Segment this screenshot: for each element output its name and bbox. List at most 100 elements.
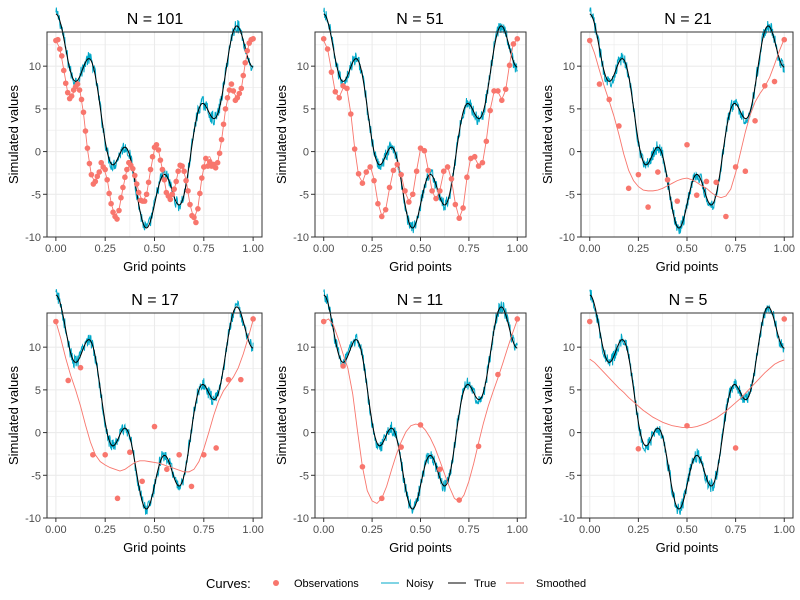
- series-true: [55, 294, 254, 510]
- observation-point: [124, 166, 130, 173]
- observation-point: [771, 78, 778, 85]
- observation-point: [220, 121, 227, 128]
- observation-point: [77, 364, 84, 371]
- observation-point: [238, 85, 245, 92]
- observation-point: [655, 169, 661, 175]
- observation-point: [378, 495, 385, 502]
- observation-point: [151, 423, 158, 430]
- observation-point: [161, 176, 168, 183]
- observation-point: [141, 198, 148, 204]
- x-tick-label: 0.75: [193, 243, 214, 255]
- legend: Curves: Observations Noisy True Smoothed: [206, 576, 586, 591]
- observation-point: [752, 118, 758, 124]
- series-noisy: [323, 7, 518, 234]
- observation-point: [781, 316, 788, 322]
- observation-point: [234, 94, 241, 101]
- y-tick-label: -10: [25, 232, 41, 244]
- observation-point: [224, 94, 231, 101]
- observation-point: [171, 186, 178, 192]
- y-tick-label: -10: [559, 513, 575, 525]
- series-true: [323, 13, 518, 229]
- observation-point: [723, 213, 729, 220]
- x-tick-label: 0.00: [313, 243, 334, 255]
- observation-point: [90, 451, 96, 458]
- observation-point: [382, 206, 389, 213]
- observation-point: [214, 159, 221, 166]
- observation-point: [143, 191, 150, 198]
- observation-point: [175, 168, 181, 175]
- y-axis-title: Simulated values: [540, 85, 555, 184]
- y-tick-label: 0: [569, 428, 575, 440]
- observation-point: [499, 97, 505, 104]
- observation-point: [204, 163, 211, 169]
- observation-point: [596, 81, 603, 87]
- observation-point: [713, 179, 719, 186]
- panel-title: N = 21: [664, 11, 712, 28]
- panel-title: N = 51: [396, 11, 444, 28]
- observation-point: [139, 478, 145, 485]
- observation-point: [212, 165, 219, 171]
- observation-point: [240, 72, 247, 79]
- y-axis-title: Simulated values: [6, 366, 21, 465]
- legend-item-true: True: [448, 578, 496, 590]
- observation-point: [80, 109, 87, 116]
- observation-point: [102, 166, 108, 173]
- x-tick-label: 0.00: [45, 524, 66, 536]
- observation-point: [108, 200, 114, 207]
- panel-title: N = 17: [131, 292, 179, 309]
- observation-point: [114, 495, 121, 502]
- observation-point: [406, 199, 412, 205]
- y-tick-label: 5: [35, 104, 41, 116]
- series-noisy: [55, 7, 254, 231]
- observation-point: [502, 86, 509, 93]
- x-axis-title: Grid points: [389, 259, 452, 274]
- observation-point: [86, 160, 93, 167]
- observation-point: [586, 318, 593, 325]
- legend-label-true: True: [474, 578, 496, 590]
- observation-point: [635, 171, 642, 178]
- y-tick-label: -5: [299, 470, 309, 482]
- x-tick-label: 1.00: [507, 243, 528, 255]
- observation-point: [102, 451, 108, 458]
- observation-point: [145, 179, 152, 186]
- observation-point: [230, 88, 237, 94]
- observation-point: [96, 169, 103, 175]
- legend-item-noisy: Noisy: [381, 578, 434, 590]
- observation-point: [244, 47, 251, 54]
- observation-point: [483, 138, 490, 145]
- legend-title: Curves:: [206, 576, 251, 591]
- legend-key-observations: [273, 580, 279, 586]
- observation-point: [471, 153, 478, 160]
- observation-point: [409, 191, 416, 198]
- observation-point: [390, 167, 397, 174]
- observation-point: [514, 316, 521, 322]
- y-tick-label: -5: [31, 470, 41, 482]
- series-smoothed: [55, 319, 254, 473]
- y-tick-label: 10: [29, 61, 41, 73]
- observation-point: [367, 164, 373, 170]
- observation-point: [164, 466, 170, 473]
- observation-point: [106, 190, 112, 197]
- legend-label-noisy: Noisy: [406, 578, 434, 590]
- observation-point: [60, 67, 67, 74]
- observation-point: [456, 215, 463, 222]
- series-smoothed: [589, 38, 785, 199]
- observation-point: [664, 176, 671, 183]
- observation-point: [475, 163, 482, 169]
- observation-point: [149, 153, 156, 160]
- observation-point: [76, 87, 83, 93]
- observation-point: [173, 178, 179, 185]
- series-noisy: [589, 7, 785, 235]
- y-tick-label: 10: [563, 61, 575, 73]
- observation-point: [340, 363, 346, 369]
- y-tick-label: 5: [35, 385, 41, 397]
- panel-title: N = 101: [127, 11, 184, 28]
- observation-point: [201, 451, 207, 458]
- observation-point: [742, 168, 749, 175]
- observation-point: [762, 83, 768, 89]
- observation-point: [122, 174, 128, 181]
- observation-point: [421, 147, 428, 154]
- observation-point: [153, 141, 160, 148]
- observation-point: [437, 466, 443, 473]
- observation-point: [169, 191, 176, 198]
